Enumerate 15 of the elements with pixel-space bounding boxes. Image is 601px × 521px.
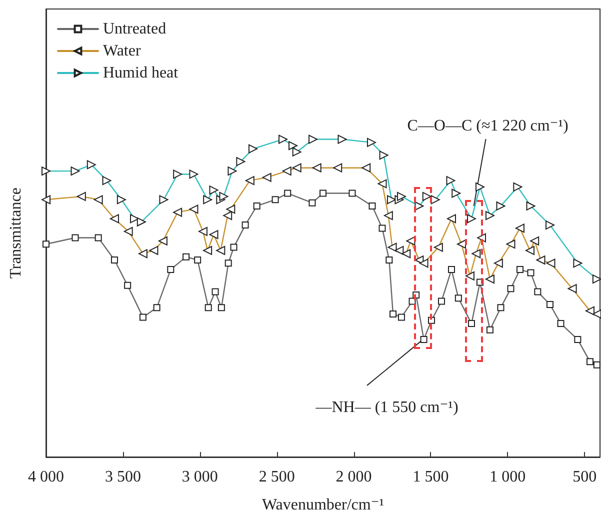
x-tick-label: 1 000 — [490, 468, 526, 486]
x-tick-label: 3 000 — [182, 468, 218, 486]
x-tick-label: 4 000 — [28, 468, 64, 486]
x-tick-label: 1 500 — [412, 468, 449, 486]
annotation: C—O—C (≈1 220 cm⁻¹) — [407, 117, 568, 134]
y-axis-title: Transmittance — [8, 188, 24, 278]
x-tick-label: 2 000 — [336, 468, 372, 486]
x-tick-label: 2 500 — [258, 468, 295, 486]
x-tick-label: 500 — [572, 468, 597, 486]
annotation: —NH— (1 550 cm⁻¹) — [314, 398, 458, 416]
legend-label: Untreated — [103, 20, 166, 38]
legend-label: Water — [103, 42, 142, 60]
x-tick-label: 3 500 — [104, 468, 141, 486]
x-axis-title: Wavenumber/cm⁻¹ — [262, 496, 384, 514]
legend-label: Humid heat — [103, 64, 179, 82]
